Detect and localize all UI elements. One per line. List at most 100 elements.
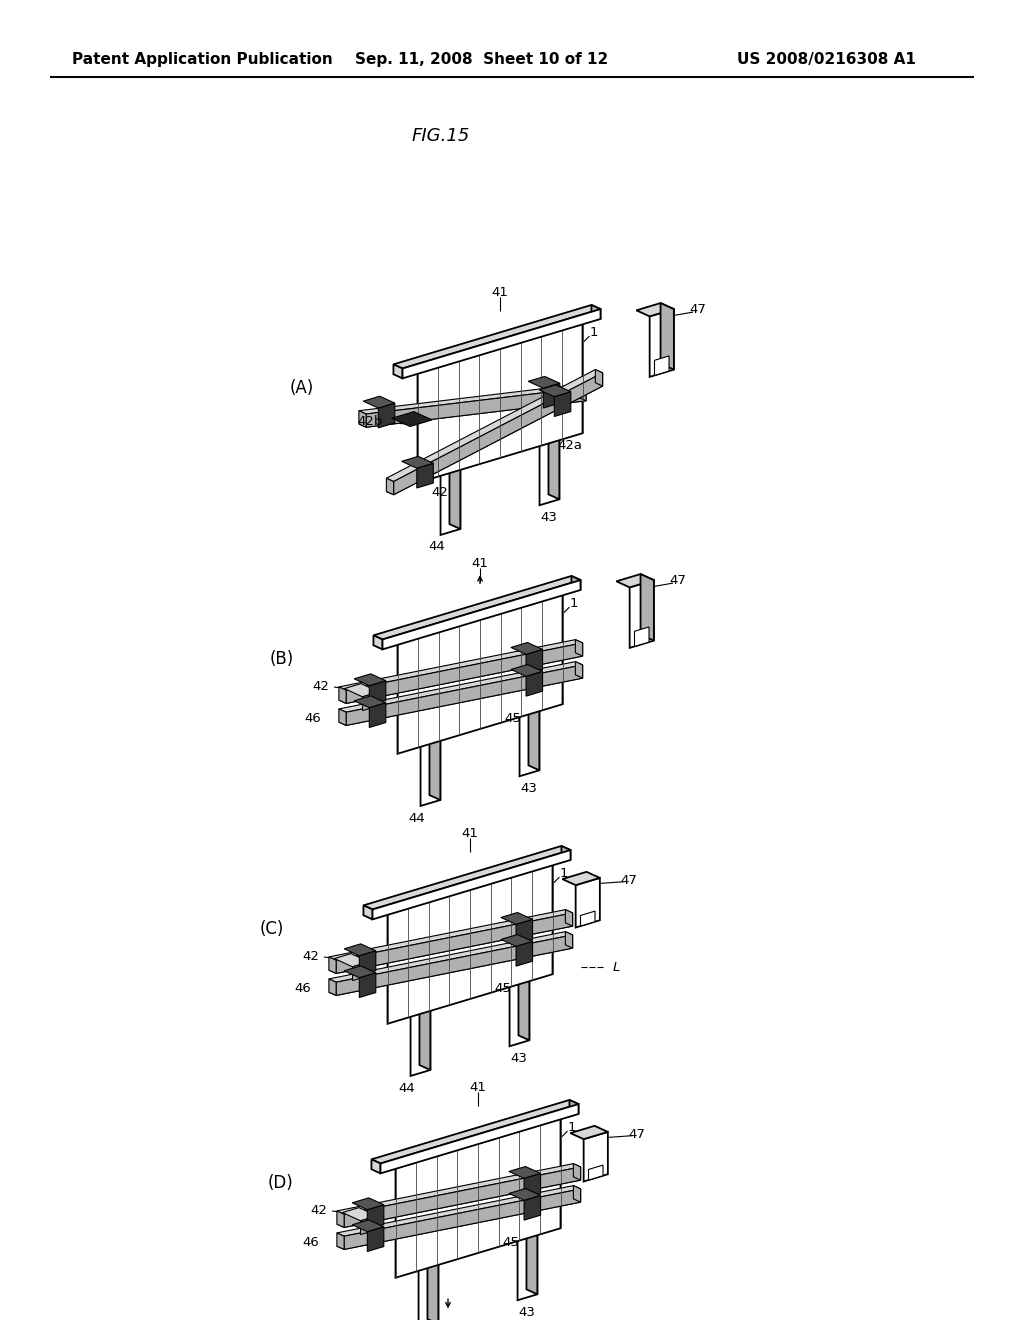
Polygon shape (411, 903, 430, 1076)
Polygon shape (418, 323, 583, 483)
Polygon shape (524, 1196, 541, 1220)
Polygon shape (570, 1126, 608, 1139)
Polygon shape (410, 627, 440, 638)
Polygon shape (393, 364, 402, 379)
Polygon shape (354, 696, 386, 708)
Polygon shape (386, 383, 603, 495)
Polygon shape (374, 576, 581, 639)
Text: 44: 44 (398, 1081, 416, 1094)
Polygon shape (562, 871, 600, 886)
Text: 41: 41 (462, 828, 478, 840)
Polygon shape (373, 850, 570, 920)
Polygon shape (573, 1185, 581, 1203)
Polygon shape (528, 326, 559, 338)
Polygon shape (419, 1156, 438, 1320)
Polygon shape (391, 1117, 560, 1168)
Polygon shape (440, 362, 461, 535)
Polygon shape (346, 665, 583, 726)
Polygon shape (575, 878, 600, 928)
Polygon shape (507, 1122, 538, 1133)
Polygon shape (336, 935, 572, 995)
Polygon shape (408, 1151, 438, 1162)
Polygon shape (386, 370, 603, 482)
Polygon shape (427, 1151, 438, 1320)
Text: 45: 45 (494, 982, 511, 995)
Text: Sep. 11, 2008  Sheet 10 of 12: Sep. 11, 2008 Sheet 10 of 12 (354, 51, 608, 67)
Polygon shape (381, 1104, 579, 1173)
Polygon shape (329, 923, 572, 973)
Polygon shape (352, 962, 369, 981)
Polygon shape (649, 309, 674, 378)
Text: 47: 47 (689, 302, 707, 315)
Polygon shape (556, 1117, 560, 1228)
Polygon shape (337, 1185, 581, 1237)
Polygon shape (337, 1164, 581, 1214)
Polygon shape (364, 906, 373, 920)
Text: 43: 43 (518, 1305, 536, 1319)
Polygon shape (329, 957, 336, 973)
Polygon shape (571, 576, 581, 590)
Polygon shape (344, 966, 376, 978)
Polygon shape (429, 627, 440, 800)
Polygon shape (372, 1100, 579, 1163)
Polygon shape (575, 640, 583, 656)
Polygon shape (362, 692, 379, 710)
Polygon shape (358, 397, 586, 428)
Polygon shape (346, 643, 583, 704)
Polygon shape (374, 635, 383, 649)
Polygon shape (359, 973, 376, 998)
Text: FIG.15: FIG.15 (411, 127, 470, 145)
Polygon shape (636, 304, 674, 317)
Text: (D): (D) (268, 1173, 294, 1192)
Text: 43: 43 (511, 1052, 527, 1065)
Polygon shape (337, 1210, 344, 1228)
Polygon shape (516, 941, 532, 966)
Text: 42: 42 (431, 486, 449, 499)
Text: 47: 47 (670, 574, 686, 586)
Polygon shape (509, 1167, 541, 1179)
Text: 41: 41 (472, 557, 488, 570)
Polygon shape (641, 574, 654, 640)
Polygon shape (368, 1205, 384, 1229)
Polygon shape (548, 862, 553, 974)
Text: 42: 42 (312, 680, 330, 693)
Polygon shape (616, 574, 654, 587)
Text: 46: 46 (304, 711, 322, 725)
Polygon shape (526, 649, 543, 675)
Polygon shape (395, 1118, 560, 1278)
Polygon shape (337, 1177, 581, 1228)
Polygon shape (399, 898, 430, 908)
Text: US 2008/0216308 A1: US 2008/0216308 A1 (737, 51, 916, 67)
Text: 45: 45 (504, 713, 521, 725)
Polygon shape (579, 384, 586, 401)
Polygon shape (358, 384, 586, 414)
Polygon shape (509, 1188, 541, 1200)
Polygon shape (526, 672, 543, 696)
Text: 44: 44 (429, 540, 445, 553)
Polygon shape (526, 1122, 538, 1295)
Polygon shape (370, 681, 386, 705)
Polygon shape (561, 846, 570, 861)
Polygon shape (421, 632, 440, 807)
Polygon shape (549, 326, 559, 499)
Polygon shape (450, 356, 461, 529)
Polygon shape (364, 846, 570, 909)
Text: 46: 46 (295, 982, 311, 994)
Text: 42b: 42b (357, 416, 383, 429)
Polygon shape (370, 702, 386, 727)
Polygon shape (413, 321, 583, 372)
Polygon shape (368, 1226, 384, 1251)
Text: 1: 1 (567, 1121, 575, 1134)
Polygon shape (581, 911, 595, 927)
Polygon shape (501, 935, 532, 946)
Polygon shape (339, 686, 346, 704)
Text: Patent Application Publication: Patent Application Publication (72, 51, 333, 67)
Text: 46: 46 (303, 1236, 319, 1249)
Polygon shape (509, 598, 540, 609)
Polygon shape (501, 912, 532, 924)
Polygon shape (378, 403, 395, 428)
Polygon shape (558, 593, 562, 705)
Polygon shape (339, 709, 346, 726)
Polygon shape (575, 661, 583, 678)
Polygon shape (329, 909, 572, 960)
